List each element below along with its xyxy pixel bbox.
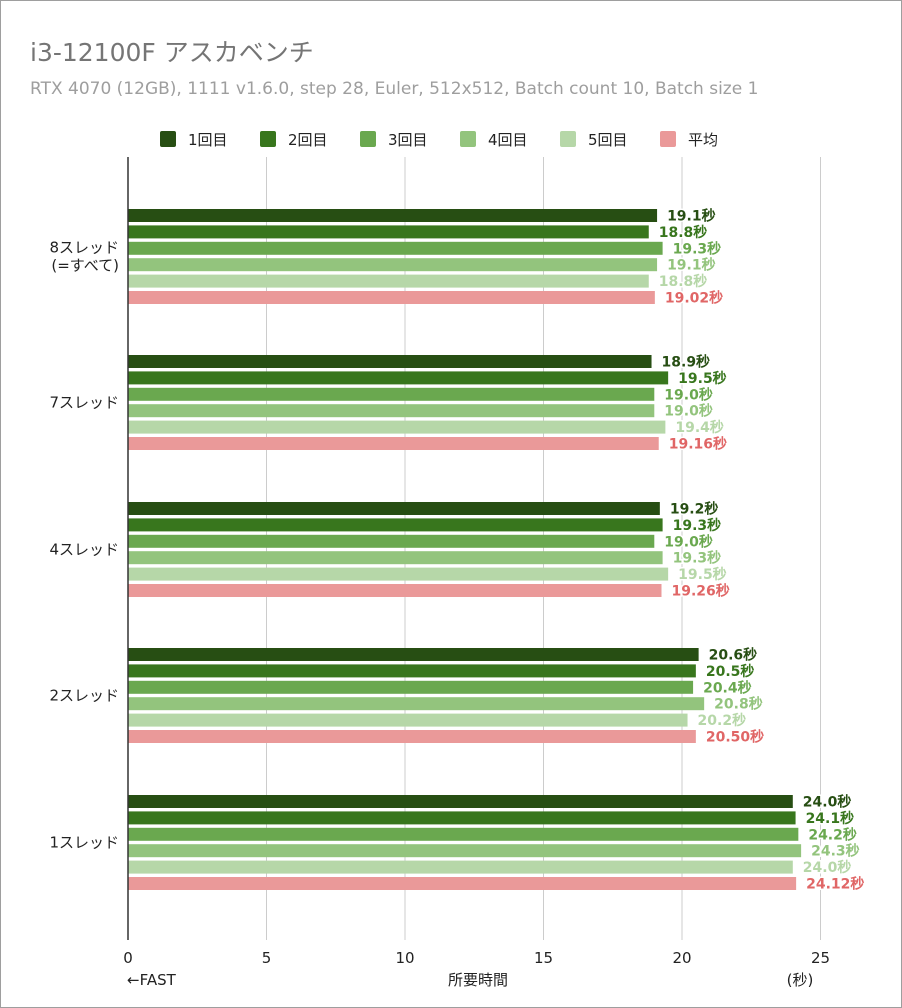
legend-swatch (560, 131, 576, 147)
legend-swatch (160, 131, 176, 147)
data-label: 24.3秒 (811, 843, 860, 860)
data-label: 19.16秒 (669, 436, 727, 453)
bar[interactable] (128, 437, 659, 450)
bar[interactable] (128, 209, 658, 222)
data-label: 24.0秒 (803, 794, 852, 811)
bar[interactable] (128, 860, 793, 874)
chart-title: i3-12100F アスカベンチ (30, 38, 314, 67)
data-label: 24.1秒 (806, 810, 855, 827)
bar[interactable] (128, 877, 797, 890)
category-label: 2スレッド (49, 687, 119, 705)
data-label: 19.26秒 (672, 583, 730, 600)
bar[interactable] (128, 291, 655, 304)
bar[interactable] (128, 584, 662, 597)
bar[interactable] (128, 664, 696, 678)
data-label: 19.1秒 (667, 208, 716, 225)
x-axis-unit: (秒) (787, 971, 814, 989)
bar[interactable] (128, 502, 660, 515)
data-label: 19.0秒 (664, 403, 713, 420)
legend-item-average[interactable]: 平均 (660, 127, 718, 151)
legend-item-run1[interactable]: 1回目 (160, 127, 228, 151)
legend: 1回目 2回目 3回目 4回目 5回目 平均 (0, 127, 900, 151)
legend-swatch (360, 131, 376, 147)
legend-swatch (260, 131, 276, 147)
data-label: 19.2秒 (670, 501, 719, 518)
bar[interactable] (128, 551, 663, 565)
legend-label: 平均 (688, 130, 719, 149)
category-label: 1スレッド (49, 834, 119, 852)
bar[interactable] (128, 680, 694, 694)
data-label: 19.0秒 (664, 533, 713, 550)
legend-label: 1回目 (188, 130, 228, 149)
bar[interactable] (128, 844, 802, 858)
bar[interactable] (128, 420, 666, 434)
data-label: 24.2秒 (808, 826, 857, 843)
legend-item-run4[interactable]: 4回目 (460, 127, 528, 151)
category-label: 4スレッド (49, 541, 119, 559)
bar[interactable] (128, 355, 652, 368)
legend-item-run2[interactable]: 2回目 (260, 127, 328, 151)
bar[interactable] (128, 730, 696, 743)
data-label: 24.12秒 (806, 876, 864, 893)
bar[interactable] (128, 371, 669, 385)
bar[interactable] (128, 241, 663, 255)
x-tick-label: 5 (262, 949, 272, 967)
data-label: 18.8秒 (659, 273, 708, 290)
x-tick-label: 20 (672, 949, 691, 967)
data-label: 20.5秒 (706, 663, 755, 680)
bar[interactable] (128, 518, 663, 532)
bar[interactable] (128, 648, 699, 661)
data-label: 19.3秒 (673, 240, 722, 257)
chart-subtitle: RTX 4070 (12GB), 1111 v1.6.0, step 28, E… (30, 79, 759, 99)
bar[interactable] (128, 387, 655, 401)
legend-label: 4回目 (488, 130, 528, 149)
data-label: 24.0秒 (803, 859, 852, 876)
legend-label: 5回目 (588, 130, 628, 149)
data-label: 19.5秒 (678, 370, 727, 387)
x-axis-left-note: ←FAST (127, 971, 177, 989)
category-label: 7スレッド (49, 394, 119, 412)
x-tick-label: 15 (534, 949, 553, 967)
data-label: 19.0秒 (664, 386, 713, 403)
bar[interactable] (128, 567, 669, 581)
bar[interactable] (128, 697, 705, 711)
data-label: 19.02秒 (665, 290, 723, 307)
bar[interactable] (128, 827, 799, 841)
bar[interactable] (128, 225, 649, 239)
legend-label: 2回目 (288, 130, 328, 149)
data-label: 20.6秒 (709, 647, 758, 664)
bar[interactable] (128, 404, 655, 418)
data-label: 19.4秒 (675, 419, 724, 436)
bar[interactable] (128, 258, 658, 272)
category-label: 8スレッド(=すべて) (49, 239, 119, 275)
bar[interactable] (128, 795, 793, 808)
data-label: 19.3秒 (673, 550, 722, 567)
legend-swatch (460, 131, 476, 147)
data-label: 19.3秒 (673, 517, 722, 534)
data-label: 20.2秒 (698, 712, 747, 729)
bar[interactable] (128, 534, 655, 548)
bar[interactable] (128, 713, 688, 727)
legend-item-run3[interactable]: 3回目 (360, 127, 428, 151)
bar[interactable] (128, 811, 796, 825)
data-label: 19.5秒 (678, 566, 727, 583)
x-tick-label: 25 (811, 949, 830, 967)
x-axis-title: 所要時間 (448, 971, 508, 989)
data-label: 18.9秒 (662, 354, 711, 371)
data-label: 19.1秒 (667, 257, 716, 274)
bar[interactable] (128, 274, 649, 288)
legend-swatch (660, 131, 676, 147)
data-label: 18.8秒 (659, 224, 708, 241)
x-tick-label: 10 (395, 949, 414, 967)
data-label: 20.8秒 (714, 696, 763, 713)
data-label: 20.4秒 (703, 679, 752, 696)
x-tick-label: 0 (123, 949, 133, 967)
legend-item-run5[interactable]: 5回目 (560, 127, 628, 151)
legend-label: 3回目 (388, 130, 428, 149)
data-label: 20.50秒 (706, 729, 764, 746)
